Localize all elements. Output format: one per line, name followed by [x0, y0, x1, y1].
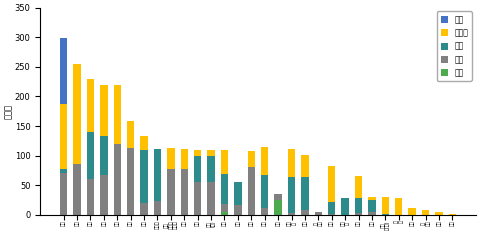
Bar [154, 201, 161, 215]
Bar [341, 198, 349, 215]
Bar [234, 182, 241, 205]
Bar [180, 149, 188, 169]
Bar [194, 182, 202, 215]
Bar [275, 194, 282, 200]
Bar [355, 198, 362, 213]
Bar [328, 166, 336, 202]
Bar [114, 85, 121, 144]
Bar [221, 174, 228, 204]
Bar [194, 156, 202, 182]
Bar [382, 197, 389, 214]
Bar [114, 144, 121, 215]
Bar [60, 103, 67, 169]
Bar [234, 205, 241, 215]
Bar [207, 182, 215, 215]
Bar [288, 213, 295, 215]
Bar [328, 214, 336, 215]
Bar [449, 214, 456, 215]
Bar [73, 64, 81, 165]
Bar [422, 210, 429, 215]
Bar [87, 179, 94, 215]
Bar [288, 178, 295, 213]
Bar [395, 198, 402, 215]
Bar [207, 156, 215, 182]
Bar [382, 214, 389, 215]
Bar [207, 150, 215, 156]
Bar [100, 136, 108, 175]
Bar [60, 173, 67, 215]
Bar [261, 147, 268, 175]
Bar [127, 121, 134, 148]
Bar [368, 212, 376, 215]
Bar [73, 165, 81, 215]
Bar [288, 149, 295, 178]
Bar [87, 79, 94, 132]
Bar [248, 168, 255, 215]
Bar [355, 176, 362, 198]
Bar [261, 175, 268, 208]
Bar [60, 38, 67, 103]
Bar [435, 212, 443, 215]
Bar [194, 150, 202, 156]
Bar [100, 175, 108, 215]
Bar [180, 169, 188, 215]
Bar [154, 149, 161, 201]
Bar [328, 202, 336, 214]
Bar [87, 132, 94, 179]
Y-axis label: 万千瓦: 万千瓦 [4, 104, 13, 119]
Bar [248, 151, 255, 168]
Bar [301, 210, 309, 215]
Bar [221, 150, 228, 174]
Bar [140, 136, 148, 150]
Bar [368, 197, 376, 200]
Bar [60, 169, 67, 173]
Bar [221, 204, 228, 212]
Bar [275, 200, 282, 215]
Bar [140, 150, 148, 203]
Bar [314, 212, 322, 215]
Bar [100, 85, 108, 136]
Bar [167, 148, 175, 169]
Bar [368, 200, 376, 212]
Bar [221, 212, 228, 215]
Bar [301, 178, 309, 210]
Bar [408, 208, 416, 215]
Bar [140, 203, 148, 215]
Bar [301, 155, 309, 178]
Bar [261, 208, 268, 215]
Legend: 其它, 太阳能, 风电, 火电, 水电: 其它, 太阳能, 风电, 火电, 水电 [437, 11, 472, 81]
Bar [355, 213, 362, 215]
Bar [127, 148, 134, 215]
Bar [167, 169, 175, 215]
